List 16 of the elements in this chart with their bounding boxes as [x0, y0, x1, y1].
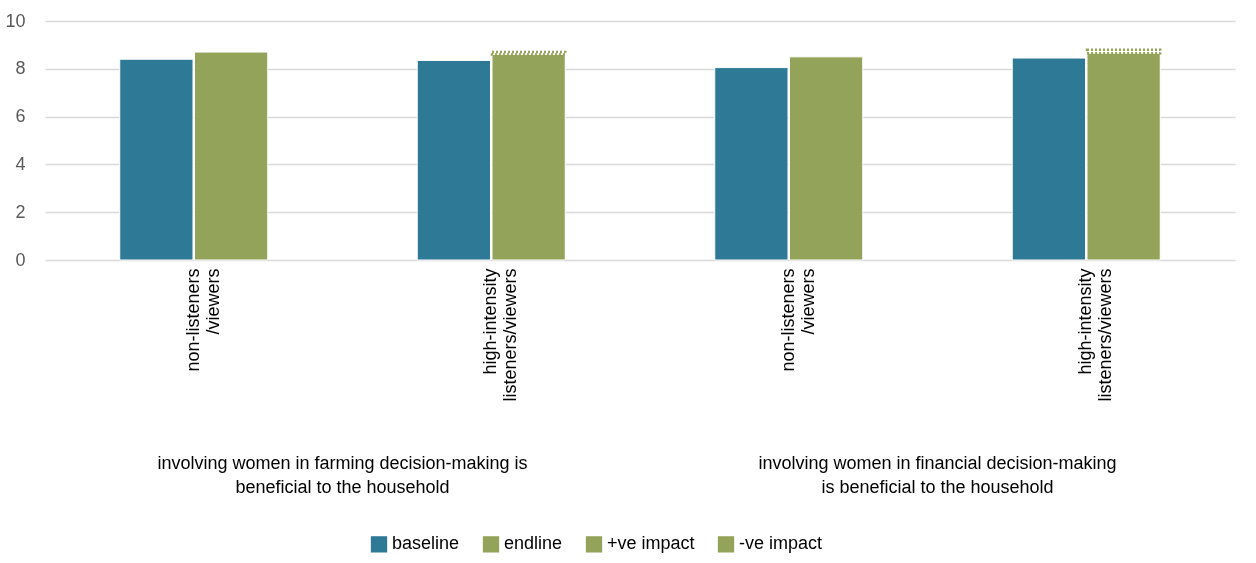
y-tick-label: 8: [15, 58, 26, 79]
y-tick-label: 6: [15, 106, 26, 127]
y-tick-label: 4: [15, 153, 26, 174]
y-tick-label: 0: [15, 249, 26, 270]
legend-label: baseline: [392, 533, 460, 554]
x-tick-label: high-intensity listeners/viewers: [1075, 268, 1116, 402]
text: involving women in farming decision-making is beneficial to the household: [157, 453, 528, 497]
text: involving women in financial decision-making is beneficial to the household: [758, 453, 1117, 497]
y-tick-label: 10: [5, 10, 26, 31]
x-tick-label: non-listeners /viewers: [777, 268, 818, 372]
legend-label: +ve impact: [607, 533, 695, 554]
y-tick-label: 2: [15, 201, 26, 222]
legend-label: endline: [504, 533, 563, 554]
legend-label: -ve impact: [739, 533, 823, 554]
x-tick-label: high-intensity listeners/viewers: [480, 268, 521, 402]
x-tick-label: non-listeners /viewers: [182, 268, 223, 372]
